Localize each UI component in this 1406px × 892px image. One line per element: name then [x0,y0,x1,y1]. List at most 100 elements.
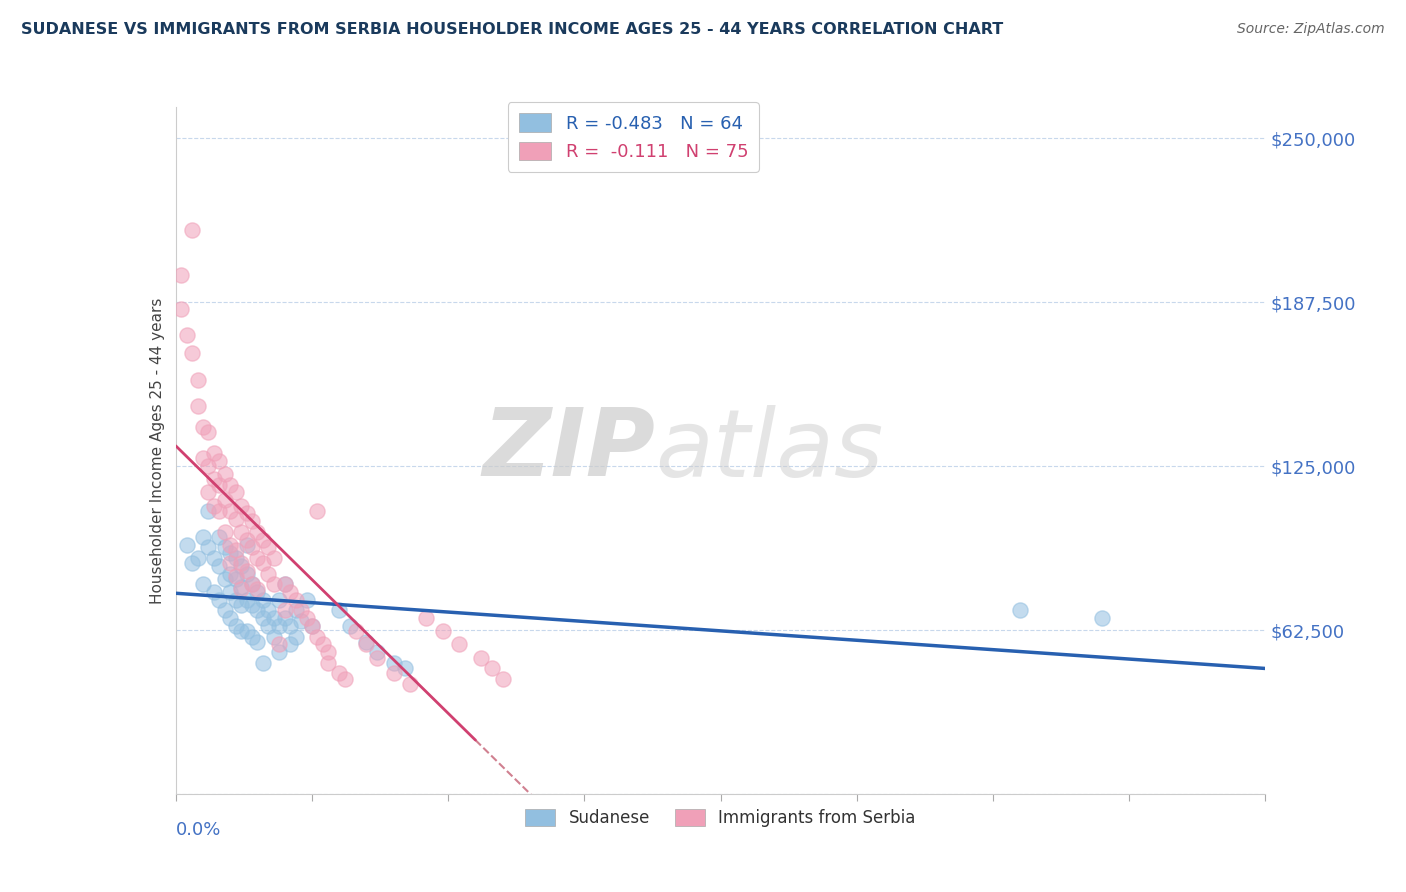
Point [181,223,204,237]
Point [219,611,242,625]
Point [1010,603,1032,617]
Point [290,603,312,617]
Point [252,656,274,670]
Point [295,593,318,607]
Point [290,614,312,628]
Point [225,569,247,583]
Point [246,603,269,617]
Point [214,467,236,481]
Point [240,598,263,612]
Text: atlas: atlas [655,405,883,496]
Point [339,619,361,633]
Point [202,585,225,599]
Point [240,514,263,528]
Point [225,572,247,586]
Point [318,656,340,670]
Point [344,624,367,639]
Point [219,538,242,552]
Point [170,301,193,316]
Point [208,558,231,573]
Point [202,472,225,486]
Point [231,582,253,597]
Point [191,420,214,434]
Point [328,603,350,617]
Point [225,543,247,558]
Point [219,546,242,560]
Point [197,459,219,474]
Point [219,556,242,570]
Point [492,672,515,686]
Point [274,603,297,617]
Y-axis label: Householder Income Ages 25 - 44 years: Householder Income Ages 25 - 44 years [149,297,165,604]
Point [432,624,454,639]
Point [225,485,247,500]
Point [278,637,301,651]
Point [284,593,307,607]
Point [235,566,257,581]
Point [257,603,280,617]
Point [246,524,269,539]
Point [191,577,214,591]
Point [274,611,297,625]
Point [274,577,297,591]
Point [252,533,274,547]
Point [170,268,193,282]
Point [208,504,231,518]
Point [1091,611,1114,625]
Point [246,582,269,597]
Point [214,493,236,508]
Point [186,373,209,387]
Point [382,666,405,681]
Point [240,577,263,591]
Point [235,624,257,639]
Point [257,541,280,555]
Point [257,619,280,633]
Point [318,645,340,659]
Point [240,541,263,555]
Point [202,446,225,460]
Point [356,637,378,651]
Point [447,637,470,651]
Point [235,564,257,578]
Point [235,533,257,547]
Point [225,550,247,565]
Point [333,672,356,686]
Point [301,619,323,633]
Point [366,650,388,665]
Point [231,598,253,612]
Point [231,499,253,513]
Point [202,550,225,565]
Point [399,677,422,691]
Point [269,619,291,633]
Point [186,550,209,565]
Point [263,550,285,565]
Point [382,656,405,670]
Point [278,619,301,633]
Point [214,524,236,539]
Point [263,611,285,625]
Point [470,650,492,665]
Point [231,556,253,570]
Point [235,593,257,607]
Point [208,530,231,544]
Point [301,619,323,633]
Point [307,630,329,644]
Point [307,504,329,518]
Point [176,538,198,552]
Point [269,637,291,651]
Point [263,630,285,644]
Point [208,454,231,468]
Point [231,558,253,573]
Point [214,572,236,586]
Point [208,593,231,607]
Point [240,577,263,591]
Point [219,566,242,581]
Point [481,661,503,675]
Point [219,504,242,518]
Point [225,593,247,607]
Point [181,346,204,360]
Point [202,499,225,513]
Point [415,611,437,625]
Text: Source: ZipAtlas.com: Source: ZipAtlas.com [1237,22,1385,37]
Point [278,585,301,599]
